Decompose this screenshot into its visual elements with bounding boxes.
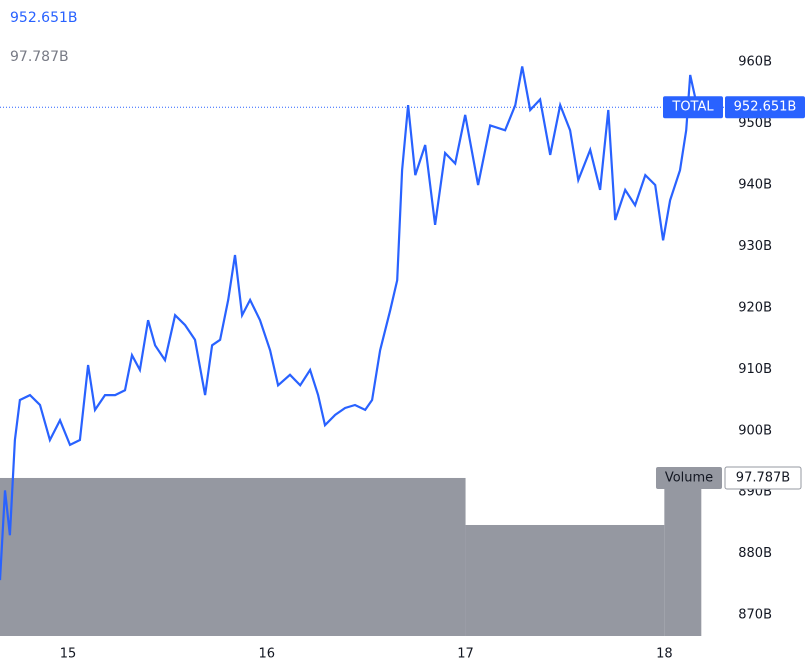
series-tag-label: TOTAL [671,100,714,115]
price-legend: 952.651B [10,10,78,26]
y-tick-label: 870B [738,608,772,623]
y-tick-label: 880B [738,546,772,561]
volume-bar [664,477,702,636]
x-tick-label: 17 [457,647,474,658]
series-tag [663,96,723,119]
x-tick-label: 16 [258,647,275,658]
y-tick-label: 930B [738,239,772,254]
y-tick-label: 910B [738,362,772,377]
volume-bar [0,477,466,636]
x-tick-label: 15 [60,647,77,658]
price-line [0,66,699,581]
y-tick-label: 920B [738,300,772,315]
y-tick-label: 900B [738,423,772,438]
y-tick-label: 940B [738,177,772,192]
volume-value-tag [724,466,802,490]
volume-legend: 97.787B [10,49,69,65]
volume-value-label: 97.787B [736,470,790,485]
price-tag [725,96,805,119]
volume-tag-label: Volume [665,470,713,485]
price-tag-label: 952.651B [734,100,797,115]
x-tick-label: 18 [656,647,673,658]
y-tick-label: 960B [738,55,772,70]
y-tick-label: 950B [738,116,772,131]
volume-bar [465,524,665,636]
volume-tag [656,466,722,489]
